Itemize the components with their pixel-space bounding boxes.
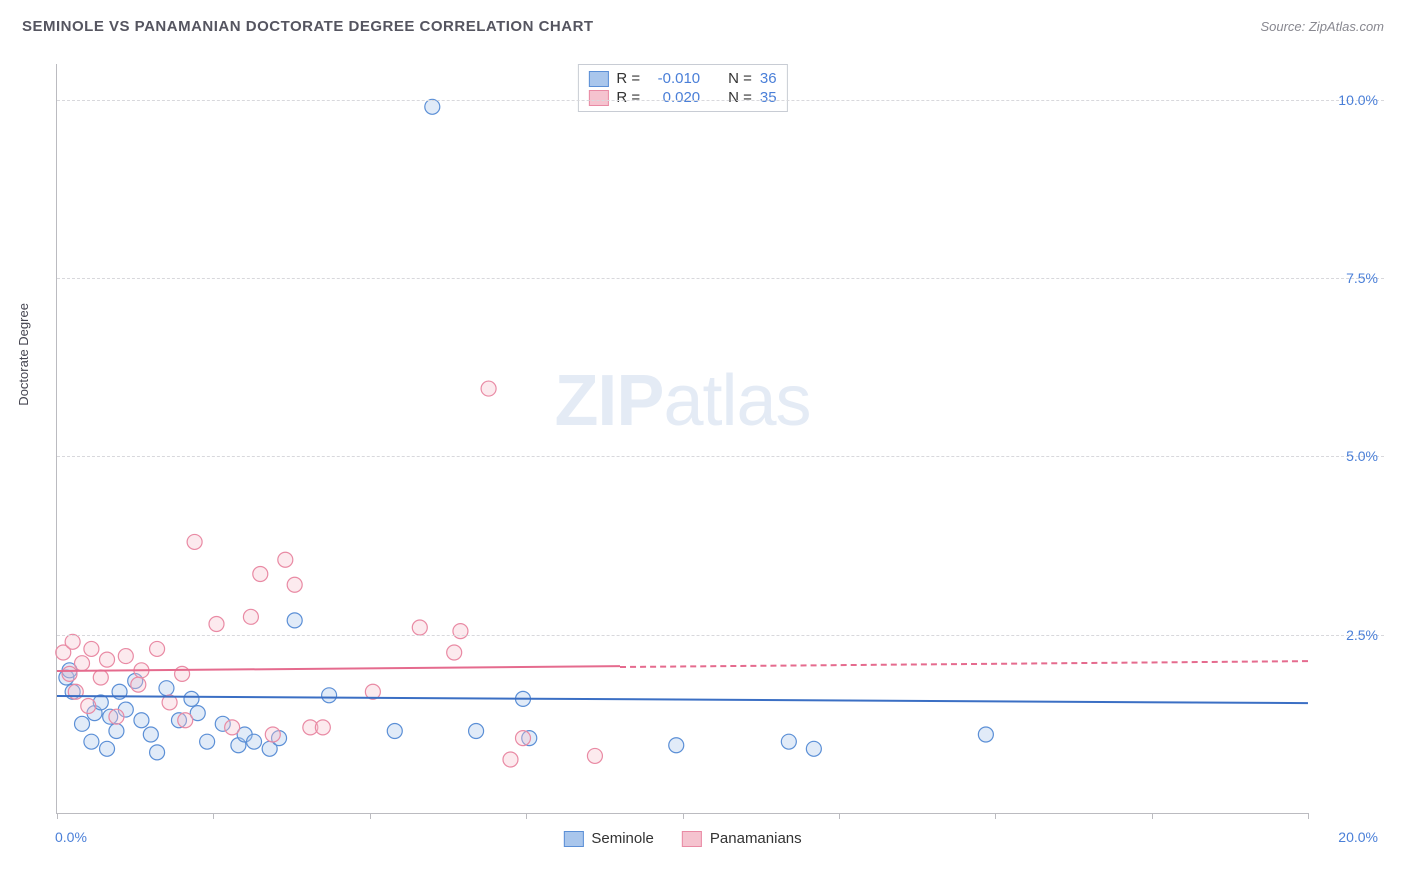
- x-tick: [1308, 813, 1309, 819]
- data-point: [225, 720, 240, 735]
- data-point: [425, 99, 440, 114]
- data-point: [503, 752, 518, 767]
- data-point: [100, 652, 115, 667]
- data-point: [209, 616, 224, 631]
- series-swatch: [563, 831, 583, 847]
- stat-r-value: 0.020: [648, 89, 700, 106]
- y-axis-label: Doctorate Degree: [16, 303, 31, 406]
- data-point: [159, 681, 174, 696]
- source-label: Source: ZipAtlas.com: [1260, 19, 1384, 34]
- data-point: [150, 745, 165, 760]
- data-point: [587, 748, 602, 763]
- data-point: [387, 723, 402, 738]
- stats-row: R = 0.020 N = 35: [588, 88, 776, 107]
- legend: Seminole Panamanians: [563, 830, 801, 847]
- x-tick: [839, 813, 840, 819]
- y-tick-label: 10.0%: [1318, 92, 1378, 108]
- data-point: [669, 738, 684, 753]
- data-point: [84, 641, 99, 656]
- gridline: [57, 456, 1384, 457]
- stat-n-label: N =: [728, 70, 752, 87]
- gridline: [57, 635, 1384, 636]
- x-tick: [995, 813, 996, 819]
- scatter-plot: ZIPatlas R =-0.010N =36R =0.020N =35 0.0…: [56, 64, 1308, 814]
- data-point: [322, 688, 337, 703]
- data-point: [100, 741, 115, 756]
- x-axis-min-label: 0.0%: [55, 829, 87, 845]
- data-point: [978, 727, 993, 742]
- stat-r-label: R =: [616, 89, 640, 106]
- stat-n-label: N =: [728, 89, 752, 106]
- y-tick-label: 7.5%: [1318, 270, 1378, 286]
- chart-area: Doctorate Degree ZIPatlas R =-0.010N =36…: [22, 50, 1384, 864]
- x-tick: [1152, 813, 1153, 819]
- data-point: [84, 734, 99, 749]
- data-point: [75, 716, 90, 731]
- data-point: [62, 666, 77, 681]
- legend-label: Seminole: [591, 830, 654, 847]
- gridline: [57, 100, 1384, 101]
- data-point: [81, 699, 96, 714]
- data-point: [247, 734, 262, 749]
- x-axis-max-label: 20.0%: [1338, 829, 1378, 845]
- data-point: [109, 723, 124, 738]
- data-point: [806, 741, 821, 756]
- data-point: [278, 552, 293, 567]
- stat-r-label: R =: [616, 70, 640, 87]
- data-point: [481, 381, 496, 396]
- series-swatch: [588, 71, 608, 87]
- data-point: [150, 641, 165, 656]
- data-point: [265, 727, 280, 742]
- chart-title: SEMINOLE VS PANAMANIAN DOCTORATE DEGREE …: [22, 18, 594, 35]
- data-point: [781, 734, 796, 749]
- stat-r-value: -0.010: [648, 70, 700, 87]
- data-point: [75, 656, 90, 671]
- x-tick: [370, 813, 371, 819]
- stat-n-value: 36: [760, 70, 777, 87]
- data-point: [187, 534, 202, 549]
- data-point: [118, 649, 133, 664]
- data-point: [447, 645, 462, 660]
- data-point: [469, 723, 484, 738]
- data-point: [131, 677, 146, 692]
- data-point: [515, 731, 530, 746]
- data-point: [315, 720, 330, 735]
- y-tick-label: 5.0%: [1318, 448, 1378, 464]
- stats-row: R = -0.010 N = 36: [588, 69, 776, 88]
- legend-label: Panamanians: [710, 830, 802, 847]
- x-tick: [683, 813, 684, 819]
- data-point: [453, 624, 468, 639]
- data-point: [412, 620, 427, 635]
- data-point: [200, 734, 215, 749]
- y-tick-label: 2.5%: [1318, 627, 1378, 643]
- legend-item: Panamanians: [682, 830, 802, 847]
- data-point: [93, 670, 108, 685]
- correlation-stats-box: R = -0.010 N = 36 R = 0.020 N = 35: [577, 64, 787, 112]
- data-point: [287, 613, 302, 628]
- gridline: [57, 278, 1384, 279]
- series-swatch: [682, 831, 702, 847]
- data-point: [243, 609, 258, 624]
- series-swatch: [588, 90, 608, 106]
- stat-n-value: 35: [760, 89, 777, 106]
- data-point: [65, 634, 80, 649]
- data-point: [287, 577, 302, 592]
- x-tick: [57, 813, 58, 819]
- x-tick: [526, 813, 527, 819]
- legend-item: Seminole: [563, 830, 654, 847]
- data-point: [109, 709, 124, 724]
- data-point: [134, 713, 149, 728]
- data-point: [143, 727, 158, 742]
- data-point: [253, 567, 268, 582]
- data-point: [178, 713, 193, 728]
- data-point: [184, 691, 199, 706]
- x-tick: [213, 813, 214, 819]
